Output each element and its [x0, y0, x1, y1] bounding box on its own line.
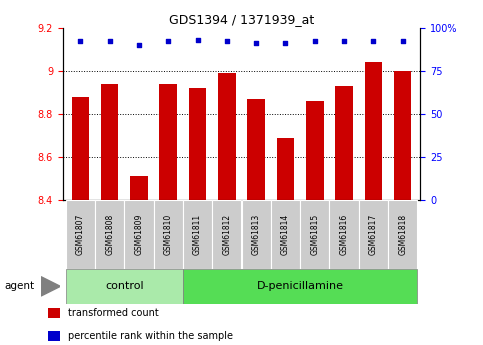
Bar — [130, 176, 148, 200]
Text: GSM61814: GSM61814 — [281, 214, 290, 255]
Text: GSM61810: GSM61810 — [164, 214, 173, 255]
Bar — [66, 269, 183, 304]
Bar — [124, 200, 154, 269]
Point — [135, 42, 143, 48]
Text: transformed count: transformed count — [68, 308, 158, 318]
Bar — [189, 88, 206, 200]
Text: GSM61815: GSM61815 — [310, 214, 319, 255]
Bar — [394, 71, 412, 200]
Bar — [300, 200, 329, 269]
Bar — [359, 200, 388, 269]
Text: D-penicillamine: D-penicillamine — [256, 282, 343, 291]
Bar — [306, 101, 324, 200]
Bar — [271, 200, 300, 269]
Text: GSM61817: GSM61817 — [369, 214, 378, 255]
Polygon shape — [41, 277, 60, 296]
Text: GSM61809: GSM61809 — [134, 214, 143, 255]
Bar — [329, 200, 359, 269]
Bar — [242, 200, 271, 269]
Point — [76, 39, 84, 44]
Text: control: control — [105, 282, 143, 291]
Text: agent: agent — [5, 282, 35, 291]
Bar — [335, 86, 353, 200]
Text: GSM61818: GSM61818 — [398, 214, 407, 255]
Point — [194, 37, 201, 42]
Bar — [66, 200, 95, 269]
Point — [340, 39, 348, 44]
Text: GSM61812: GSM61812 — [222, 214, 231, 255]
Bar — [388, 200, 417, 269]
Point — [223, 39, 231, 44]
Bar — [183, 269, 417, 304]
Bar — [48, 331, 60, 341]
Bar — [183, 200, 212, 269]
Point — [282, 40, 289, 46]
Point — [399, 39, 407, 44]
Text: GSM61808: GSM61808 — [105, 214, 114, 255]
Text: GSM61813: GSM61813 — [252, 214, 261, 255]
Bar — [159, 83, 177, 200]
Point — [311, 39, 319, 44]
Bar — [212, 200, 242, 269]
Point — [369, 39, 377, 44]
Text: GSM61816: GSM61816 — [340, 214, 349, 255]
Bar — [247, 99, 265, 200]
Bar — [101, 83, 118, 200]
Point — [164, 39, 172, 44]
Text: percentile rank within the sample: percentile rank within the sample — [68, 331, 233, 341]
Bar — [365, 62, 382, 200]
Bar — [48, 308, 60, 318]
Bar — [218, 73, 236, 200]
Bar — [277, 138, 294, 200]
Title: GDS1394 / 1371939_at: GDS1394 / 1371939_at — [169, 13, 314, 27]
Point — [252, 40, 260, 46]
Text: GSM61811: GSM61811 — [193, 214, 202, 255]
Point — [106, 39, 114, 44]
Text: GSM61807: GSM61807 — [76, 214, 85, 255]
Bar — [154, 200, 183, 269]
Bar — [95, 200, 124, 269]
Bar — [71, 97, 89, 200]
